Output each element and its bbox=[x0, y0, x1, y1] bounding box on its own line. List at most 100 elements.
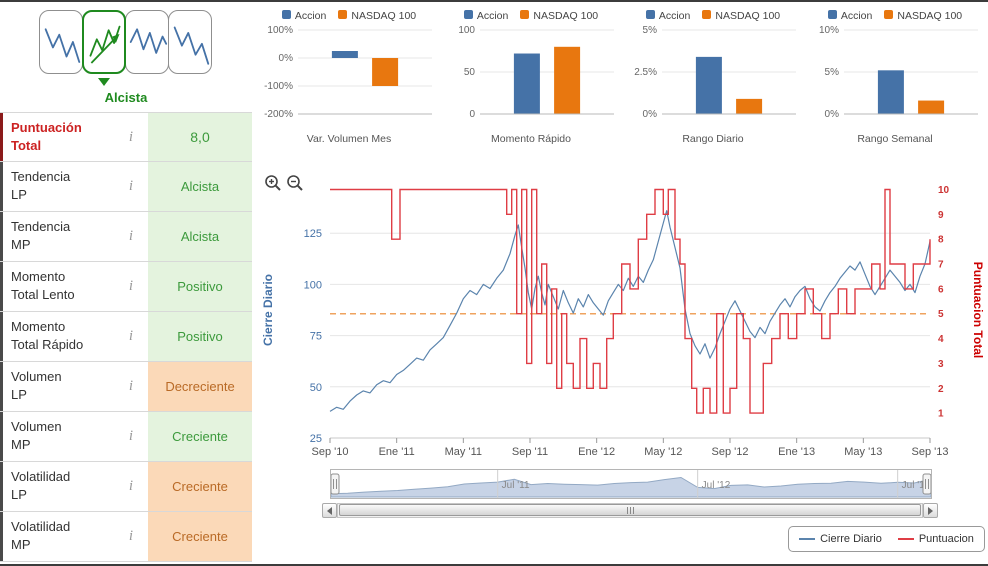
legend-item-nasdaq[interactable]: NASDAQ 100 bbox=[884, 10, 962, 22]
svg-text:50: 50 bbox=[464, 67, 476, 78]
info-icon[interactable]: i bbox=[114, 512, 148, 561]
scrollbar-thumb[interactable] bbox=[339, 504, 921, 516]
svg-text:0%: 0% bbox=[279, 53, 294, 64]
navigator-canvas: Jul '11 Jul '12 Jul '13 bbox=[330, 470, 932, 498]
legend-label: Puntuacion bbox=[918, 533, 974, 545]
trend-pattern-buttons bbox=[0, 6, 252, 74]
indicator-row-volumen-lp: Volumen LP i Decreciente bbox=[0, 362, 252, 412]
indicator-row-tendencia-mp: Tendencia MP i Alcista bbox=[0, 212, 252, 262]
scroll-right-arrow-icon[interactable] bbox=[923, 503, 938, 518]
svg-text:9: 9 bbox=[938, 210, 944, 221]
info-icon[interactable]: i bbox=[114, 212, 148, 261]
svg-text:7: 7 bbox=[938, 260, 944, 271]
indicator-value: Creciente bbox=[148, 412, 252, 461]
trend-pattern-bajista-volatil-icon[interactable] bbox=[168, 10, 212, 74]
indicator-label: Puntuación Total bbox=[0, 113, 114, 161]
svg-text:75: 75 bbox=[310, 331, 322, 343]
navigator-handle-right[interactable] bbox=[922, 473, 932, 495]
indicator-value: Creciente bbox=[148, 462, 252, 511]
triangle-right-glyph bbox=[928, 506, 933, 515]
mini-chart-canvas: 100% 0% -100% -200% bbox=[264, 25, 432, 120]
info-icon[interactable]: i bbox=[114, 462, 148, 511]
indicator-value: Alcista bbox=[148, 162, 252, 211]
svg-text:100: 100 bbox=[304, 279, 322, 291]
svg-text:0%: 0% bbox=[825, 109, 840, 120]
mini-chart-title: Rango Semanal bbox=[857, 133, 933, 145]
svg-text:25: 25 bbox=[310, 433, 322, 445]
svg-text:Jul '13: Jul '13 bbox=[902, 480, 931, 491]
legend-swatch-icon bbox=[520, 10, 530, 19]
svg-text:Cierre Diario: Cierre Diario bbox=[261, 274, 275, 346]
mini-chart-var-volumen-mes: Accion NASDAQ 100 100% 0% -100% -200% Var. Vol… bbox=[258, 8, 440, 156]
red-line-sample-icon bbox=[897, 538, 914, 540]
svg-text:4: 4 bbox=[938, 334, 944, 345]
scroll-left-arrow-icon[interactable] bbox=[322, 503, 337, 518]
svg-text:100%: 100% bbox=[267, 25, 293, 36]
legend-item-puntuacion[interactable]: Puntuacion bbox=[897, 533, 974, 545]
indicator-value: 8,0 bbox=[148, 113, 252, 161]
svg-text:2: 2 bbox=[938, 384, 944, 395]
svg-text:Sep '13: Sep '13 bbox=[912, 446, 949, 458]
comparison-bar-charts: Accion NASDAQ 100 100% 0% -100% -200% Var. Vol… bbox=[258, 8, 988, 156]
svg-text:Ene '13: Ene '13 bbox=[778, 446, 815, 458]
indicator-row-tendencia-lp: Tendencia LP i Alcista bbox=[0, 162, 252, 212]
price-score-chart: 25 50 75 100 125 1 2 3 4 5 6 7 8 9 10 Sep '10 Ene '11 May… bbox=[258, 160, 988, 472]
bar-accion bbox=[877, 70, 904, 114]
indicator-value: Positivo bbox=[148, 262, 252, 311]
svg-text:6: 6 bbox=[938, 284, 944, 295]
info-icon[interactable]: i bbox=[114, 113, 148, 161]
indicator-label: Volatilidad LP bbox=[0, 462, 114, 511]
legend-item-nasdaq[interactable]: NASDAQ 100 bbox=[702, 10, 780, 22]
grip-line-icon bbox=[629, 506, 631, 514]
info-icon[interactable]: i bbox=[114, 312, 148, 361]
mini-chart-title: Var. Volumen Mes bbox=[306, 133, 392, 145]
legend-item-cierre-diario[interactable]: Cierre Diario bbox=[799, 533, 882, 545]
chart-legend: Cierre Diario Puntuacion bbox=[788, 526, 985, 552]
info-icon[interactable]: i bbox=[114, 362, 148, 411]
bar-nasdaq bbox=[736, 98, 763, 114]
legend-swatch-icon bbox=[338, 10, 348, 19]
mini-chart-rango-diario: Accion NASDAQ 100 5% 2.5% 0% Rango Diario bbox=[622, 8, 804, 156]
indicator-row-volatilidad-mp: Volatilidad MP i Creciente bbox=[0, 512, 252, 562]
info-icon[interactable]: i bbox=[114, 162, 148, 211]
svg-text:Ene '11: Ene '11 bbox=[379, 446, 415, 458]
svg-text:May '11: May '11 bbox=[445, 446, 482, 458]
magnifier-minus-glyph bbox=[287, 175, 303, 191]
indicator-label: Tendencia MP bbox=[0, 212, 114, 261]
svg-text:0%: 0% bbox=[643, 109, 658, 120]
scrollbar-track[interactable] bbox=[337, 503, 923, 518]
trend-pattern-selector: Alcista bbox=[0, 6, 252, 110]
legend-swatch-icon bbox=[827, 10, 837, 19]
legend-item-accion[interactable]: Accion bbox=[827, 10, 872, 22]
svg-text:Sep '12: Sep '12 bbox=[712, 446, 749, 458]
mini-chart-title: Momento Rápido bbox=[491, 133, 571, 145]
svg-text:10: 10 bbox=[938, 185, 950, 196]
legend-item-accion[interactable]: Accion bbox=[463, 10, 508, 22]
legend-item-nasdaq[interactable]: NASDAQ 100 bbox=[338, 10, 416, 22]
indicator-row-momento-total-r-pido: Momento Total Rápido i Positivo bbox=[0, 312, 252, 362]
legend-item-accion[interactable]: Accion bbox=[645, 10, 690, 22]
blue-line-sample-icon bbox=[799, 538, 816, 540]
navigator-handle-left[interactable] bbox=[330, 473, 340, 495]
indicator-label: Volatilidad MP bbox=[0, 512, 114, 561]
trend-pattern-lateral-icon[interactable] bbox=[125, 10, 169, 74]
info-icon[interactable]: i bbox=[114, 412, 148, 461]
svg-text:Ene '12: Ene '12 bbox=[578, 446, 615, 458]
indicator-value: Decreciente bbox=[148, 362, 252, 411]
zoom-out-icon[interactable] bbox=[286, 174, 305, 193]
indicator-label: Momento Total Lento bbox=[0, 262, 114, 311]
svg-text:Jul '12: Jul '12 bbox=[702, 480, 731, 491]
zoom-in-icon[interactable] bbox=[264, 174, 283, 193]
trend-pattern-alcista-icon[interactable] bbox=[82, 10, 126, 74]
chart-navigator[interactable]: Jul '11 Jul '12 Jul '13 bbox=[330, 469, 932, 499]
svg-text:-200%: -200% bbox=[264, 109, 293, 120]
svg-text:3: 3 bbox=[938, 359, 944, 370]
legend-item-nasdaq[interactable]: NASDAQ 100 bbox=[520, 10, 598, 22]
legend-swatch-icon bbox=[463, 10, 473, 19]
svg-text:5%: 5% bbox=[643, 25, 658, 36]
trend-pattern-bajista-icon[interactable] bbox=[39, 10, 83, 74]
info-icon[interactable]: i bbox=[114, 262, 148, 311]
legend-item-accion[interactable]: Accion bbox=[281, 10, 326, 22]
svg-text:5%: 5% bbox=[825, 67, 840, 78]
